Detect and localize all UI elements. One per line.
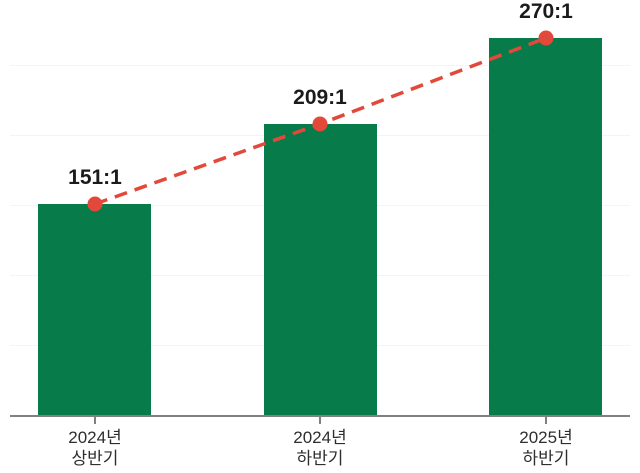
category-label-line1: 2024년 <box>68 428 122 447</box>
value-label-2025-h2: 270:1 <box>519 0 573 23</box>
category-label-line1: 2025년 <box>519 428 573 447</box>
x-axis-tick <box>94 417 96 424</box>
x-axis-tick <box>319 417 321 424</box>
bar-2025-h2 <box>489 38 602 416</box>
category-label-line2: 상반기 <box>71 449 119 468</box>
x-axis-line <box>10 415 630 417</box>
category-label-2024-h1: 2024년 상반기 <box>68 427 121 469</box>
category-label-line1: 2024년 <box>293 428 347 447</box>
x-axis-tick <box>545 417 547 424</box>
value-label-2024-h2: 209:1 <box>293 86 347 109</box>
category-label-line2: 하반기 <box>296 449 344 468</box>
category-label-2024-h2: 2024년 하반기 <box>293 427 346 469</box>
bar-2024-h2 <box>264 124 377 416</box>
value-label-2024-h1: 151:1 <box>68 166 122 189</box>
category-label-line2: 하반기 <box>522 449 570 468</box>
category-label-2025-h2: 2025년 하반기 <box>519 427 572 469</box>
bar-2024-h1 <box>38 204 151 416</box>
